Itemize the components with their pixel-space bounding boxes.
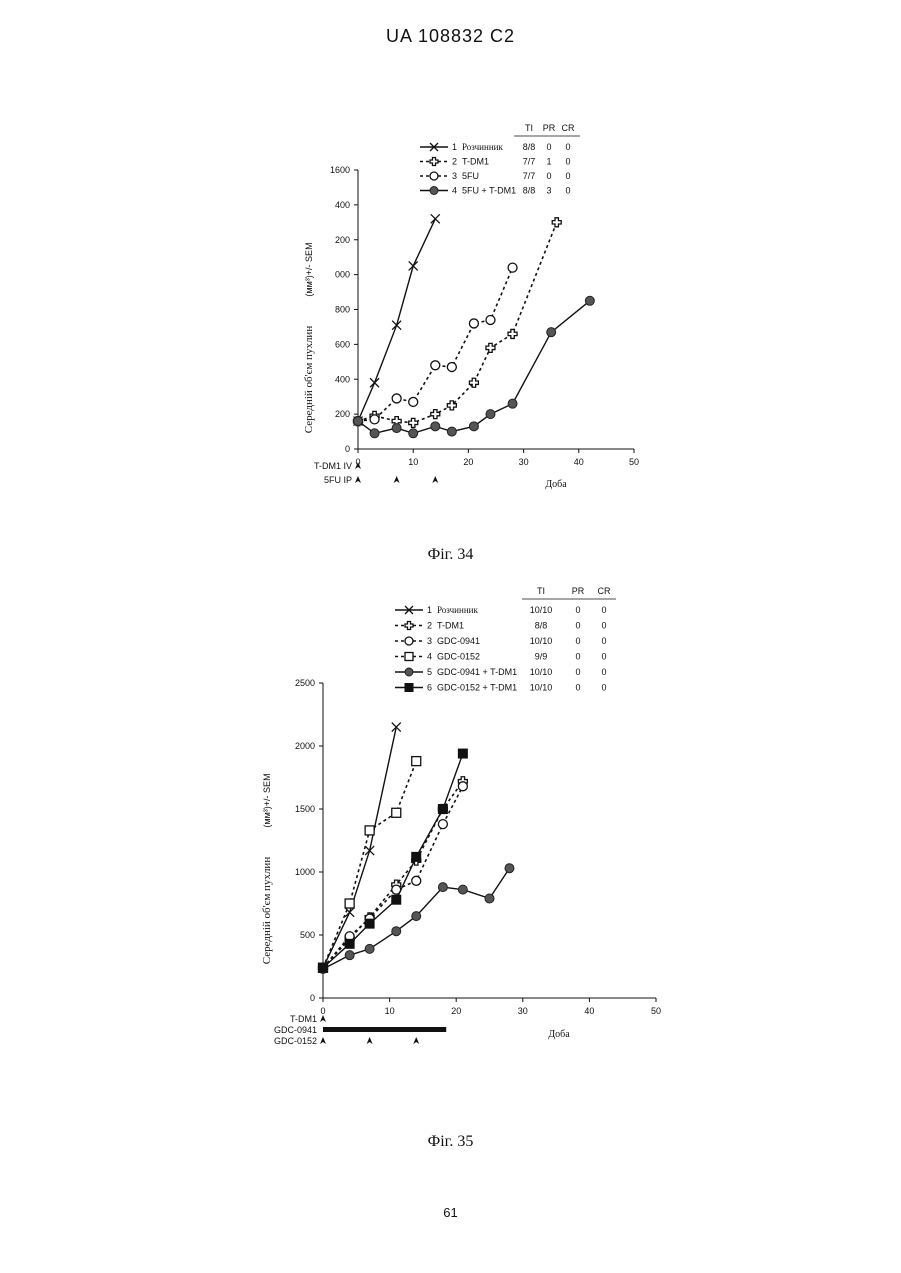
legend-marker (405, 684, 413, 692)
legend-header-cr: CR (598, 586, 611, 596)
legend-number: 3 (427, 636, 432, 646)
series-line-1 (323, 727, 396, 968)
data-point (505, 864, 514, 873)
x-tick-label: 0 (320, 1006, 325, 1016)
data-point (345, 899, 354, 908)
figure-35-chart: 0102030405005001000150020002500Середній … (0, 0, 901, 1120)
data-point (365, 944, 374, 953)
data-point (458, 749, 467, 758)
y-tick-label: 1500 (295, 804, 315, 814)
data-point (412, 757, 421, 766)
data-point (485, 894, 494, 903)
legend-pr: 0 (575, 652, 580, 662)
legend-ti: 10/10 (530, 636, 553, 646)
dosing-label: GDC-0152 (274, 1036, 317, 1046)
data-point (365, 826, 374, 835)
legend-ti: 8/8 (535, 621, 548, 631)
data-point (345, 939, 354, 948)
series-4 (319, 757, 421, 973)
dosing-arrow (367, 1037, 373, 1044)
legend-pr: 0 (575, 636, 580, 646)
legend-number: 4 (427, 652, 432, 662)
dosing-schedule: T-DM1GDC-0941GDC-0152 (274, 1014, 446, 1046)
dosing-arrow (320, 1037, 326, 1044)
legend-label: GDC-0941 (437, 636, 480, 646)
legend-label: GDC-0152 + T-DM1 (437, 683, 517, 693)
legend-ti: 10/10 (530, 605, 553, 615)
legend-number: 1 (427, 605, 432, 615)
x-tick-label: 50 (651, 1006, 661, 1016)
y-tick-label: 1000 (295, 867, 315, 877)
legend-number: 6 (427, 683, 432, 693)
legend: TI PR CR 1 Розчинник 10/10 0 0 2 T-DM1 8/8 0 0 3 GDC-0… (395, 586, 616, 693)
series-6 (319, 749, 468, 972)
data-point (392, 927, 401, 936)
data-point (412, 876, 421, 885)
data-point (458, 885, 467, 894)
dosing-arrow (320, 1015, 326, 1022)
dosing-label: T-DM1 (290, 1014, 317, 1024)
y-tick-label: 2000 (295, 741, 315, 751)
legend-pr: 0 (575, 621, 580, 631)
data-point (319, 963, 328, 972)
series-line-6 (323, 754, 463, 968)
legend-cr: 0 (601, 667, 606, 677)
legend-label: GDC-0941 + T-DM1 (437, 667, 517, 677)
legend-number: 2 (427, 621, 432, 631)
legend-pr: 0 (575, 683, 580, 693)
figure-35-caption: Фіг. 35 (0, 1133, 901, 1151)
dosing-bar (323, 1027, 446, 1032)
y-axis-label: Середній об'єм пухлин (261, 857, 273, 965)
legend-header-pr: PR (572, 586, 585, 596)
legend-ti: 9/9 (535, 652, 548, 662)
data-point (365, 919, 374, 928)
data-point (438, 820, 447, 829)
legend-cr: 0 (601, 621, 606, 631)
legend-marker (405, 637, 413, 645)
page-number: 61 (0, 1205, 901, 1220)
data-point (412, 912, 421, 921)
legend-cr: 0 (601, 652, 606, 662)
series-line-4 (323, 761, 416, 968)
y-axis-label-group: Середній об'єм пухлин (мм³)+/- SEM (261, 773, 273, 964)
legend-pr: 0 (575, 605, 580, 615)
legend-marker (405, 622, 413, 630)
y-tick-label: 2500 (295, 678, 315, 688)
legend-label: Розчинник (437, 605, 478, 615)
legend-number: 5 (427, 667, 432, 677)
legend-marker (405, 653, 413, 661)
legend-cr: 0 (601, 683, 606, 693)
legend-ti: 10/10 (530, 667, 553, 677)
data-point (438, 883, 447, 892)
legend-ti: 10/10 (530, 683, 553, 693)
legend-cr: 0 (601, 636, 606, 646)
legend-pr: 0 (575, 667, 580, 677)
x-tick-label: 30 (518, 1006, 528, 1016)
data-point (345, 951, 354, 960)
legend-label: GDC-0152 (437, 652, 480, 662)
data-point (412, 852, 421, 861)
legend-label: T-DM1 (437, 621, 464, 631)
x-tick-label: 20 (451, 1006, 461, 1016)
y-axis-unit-label: (мм³)+/- SEM (262, 773, 272, 827)
data-point (458, 782, 467, 791)
dosing-arrow (413, 1037, 419, 1044)
legend-header-ti: TI (537, 586, 545, 596)
y-tick-label: 500 (300, 930, 315, 940)
series-1 (319, 723, 401, 973)
dosing-label: GDC-0941 (274, 1025, 317, 1035)
data-point (438, 805, 447, 814)
data-point (392, 895, 401, 904)
x-tick-label: 10 (385, 1006, 395, 1016)
x-tick-label: 40 (584, 1006, 594, 1016)
y-tick-label: 0 (310, 993, 315, 1003)
legend-cr: 0 (601, 605, 606, 615)
x-axis-label: Доба (548, 1029, 570, 1040)
legend-marker (405, 668, 413, 676)
data-point (392, 808, 401, 817)
